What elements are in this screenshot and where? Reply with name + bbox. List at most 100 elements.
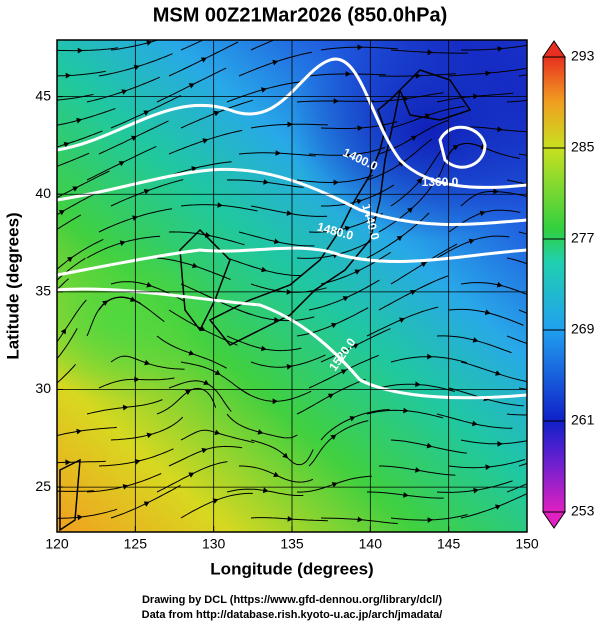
streamline (57, 214, 82, 231)
streamline-arrow (415, 73, 421, 79)
streamline (57, 328, 78, 360)
streamline-arrow (273, 238, 280, 245)
streamline-arrow (272, 59, 279, 66)
streamline-arrow (63, 141, 70, 148)
streamline-arrow (356, 198, 363, 205)
streamline-arrow (45, 233, 51, 238)
x-tick-label: 135 (280, 536, 304, 552)
streamline-arrow (493, 188, 499, 195)
streamline-arrow (261, 345, 267, 352)
footer-line: Data from http://database.rish.kyoto-u.a… (142, 609, 443, 621)
streamline-arrow (471, 420, 478, 427)
streamline-arrow (76, 428, 82, 435)
streamline-arrow (566, 39, 572, 45)
streamline-arrow (331, 482, 338, 488)
streamline-arrow (201, 447, 208, 454)
streamline-arrow (67, 256, 73, 263)
streamline-arrow (484, 309, 491, 315)
chart-title: MSM 00Z21Mar2026 (850.0hPa) (153, 4, 448, 26)
streamline (506, 413, 527, 416)
streamline-arrow (330, 434, 337, 440)
colorbar-tick-label: 277 (571, 230, 595, 246)
streamline-arrow (333, 98, 339, 104)
colorbar-tick-label: 293 (571, 48, 595, 64)
streamline-arrow (146, 432, 153, 439)
streamline-arrow (77, 47, 83, 54)
streamline-arrow (217, 202, 223, 208)
x-tick-label: 150 (515, 536, 539, 552)
streamline-arrow (415, 467, 421, 473)
colorbar (542, 40, 566, 529)
streamline-arrow (399, 317, 405, 323)
streamline-arrow (143, 110, 150, 116)
y-tick-label: 45 (35, 87, 51, 103)
streamline-arrow (287, 516, 293, 522)
streamline-arrow (272, 398, 278, 405)
streamline-arrow (257, 429, 264, 435)
streamline-arrow (426, 442, 433, 449)
streamline-arrow (286, 210, 293, 216)
streamline (57, 278, 69, 291)
streamline-arrow (143, 501, 150, 507)
streamline-arrow (214, 429, 221, 435)
streamline-arrow (185, 390, 191, 395)
streamline-arrow (472, 337, 479, 343)
streamline-arrow (420, 261, 427, 268)
streamline-arrow (407, 207, 413, 213)
streamline-arrow (119, 240, 126, 246)
streamline-arrow (275, 150, 281, 156)
streamline-arrow (403, 96, 409, 102)
streamline-arrow (333, 179, 339, 186)
streamline-arrow (212, 498, 219, 504)
streamline-arrow (191, 166, 198, 172)
streamline-arrow (410, 135, 417, 141)
streamline-arrow (427, 49, 433, 56)
streamline-arrow (143, 189, 150, 195)
streamline-arrow (77, 514, 83, 521)
streamline-arrow (485, 464, 491, 471)
streamline-arrow (205, 232, 211, 238)
streamline-arrow (263, 179, 269, 185)
y-tick-label: 40 (35, 185, 51, 201)
streamline-arrow (214, 369, 221, 375)
streamline (57, 363, 76, 384)
streamline-arrow (357, 44, 363, 51)
x-axis-label: Longitude (degrees) (210, 559, 373, 578)
x-tick-label: 140 (359, 536, 383, 552)
streamline-arrow (403, 492, 409, 498)
streamline-arrow (473, 487, 479, 494)
streamline-arrow (496, 281, 503, 288)
streamline-arrow (58, 210, 65, 216)
streamline-arrow (122, 404, 129, 411)
streamline-arrow (121, 89, 128, 95)
streamline-arrow (76, 117, 83, 124)
streamline-arrow (144, 359, 151, 366)
colorbar-tick-label: 261 (571, 412, 595, 428)
streamline-arrow (485, 70, 491, 77)
streamline-arrow (200, 57, 207, 63)
streamline-arrow (261, 87, 267, 93)
streamline-arrow (497, 441, 503, 447)
streamline (250, 40, 276, 51)
streamline-arrow (424, 113, 431, 119)
streamline-arrow (415, 381, 421, 388)
streamline-arrow (274, 317, 280, 323)
streamline-arrow (188, 472, 195, 478)
streamline-arrow (410, 290, 416, 296)
streamline (506, 99, 527, 103)
streamline-arrow (340, 369, 347, 375)
streamline-arrow (468, 238, 475, 245)
streamline-arrow (331, 322, 337, 329)
streamline-arrow (427, 517, 433, 523)
streamline-arrow (396, 235, 403, 242)
streamline-arrow (349, 416, 356, 422)
streamline-arrow (327, 393, 334, 399)
streamline-arrow (495, 504, 501, 510)
streamline-arrow (203, 379, 210, 385)
streamline-arrow (72, 186, 79, 192)
streamline-arrow (357, 125, 363, 131)
streamline-arrow (497, 126, 503, 133)
streamline-arrow (342, 296, 349, 302)
streamline (506, 257, 527, 265)
